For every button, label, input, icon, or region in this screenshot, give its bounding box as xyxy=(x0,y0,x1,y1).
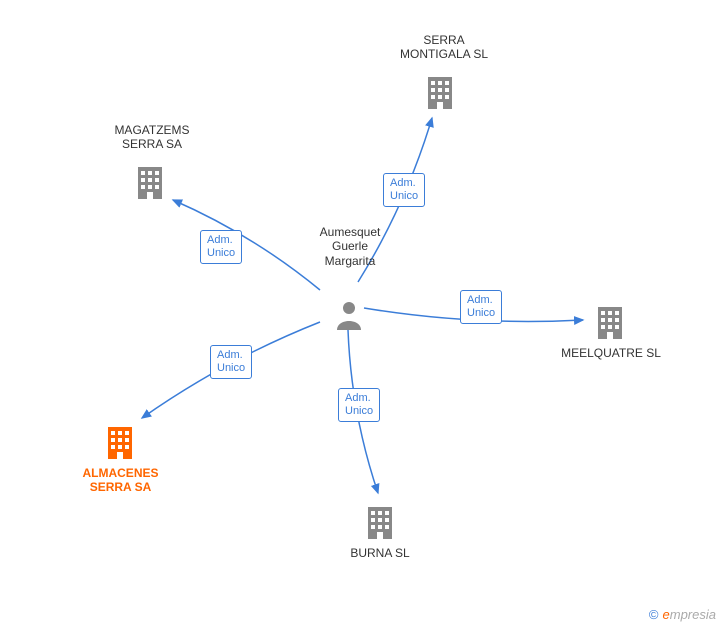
edge-label-almacenes-serra: Adm. Unico xyxy=(210,345,252,379)
person-node[interactable] xyxy=(335,300,363,335)
company-node-meelquatre[interactable] xyxy=(595,305,625,339)
edge-label-meelquatre: Adm. Unico xyxy=(460,290,502,324)
company-label-meelquatre: MEELQUATRE SL xyxy=(556,346,666,360)
person-label: Aumesquet Guerle Margarita xyxy=(310,225,390,268)
company-label-almacenes-serra: ALMACENES SERRA SA xyxy=(73,466,168,495)
company-label-magatzems-serra: MAGATZEMS SERRA SA xyxy=(102,123,202,152)
company-node-magatzems-serra[interactable] xyxy=(135,165,165,199)
edge-magatzems-serra xyxy=(173,200,320,290)
copyright-symbol: © xyxy=(649,607,659,622)
edge-label-serra-montigala: Adm. Unico xyxy=(383,173,425,207)
brand-name: empresia xyxy=(663,607,716,622)
edge-label-magatzems-serra: Adm. Unico xyxy=(200,230,242,264)
company-label-burna: BURNA SL xyxy=(340,546,420,560)
company-node-almacenes-serra[interactable] xyxy=(105,425,135,459)
edge-label-burna: Adm. Unico xyxy=(338,388,380,422)
company-node-burna[interactable] xyxy=(365,505,395,539)
company-label-serra-montigala: SERRA MONTIGALA SL xyxy=(389,33,499,62)
company-node-serra-montigala[interactable] xyxy=(425,75,455,109)
copyright: © empresia xyxy=(649,607,716,622)
